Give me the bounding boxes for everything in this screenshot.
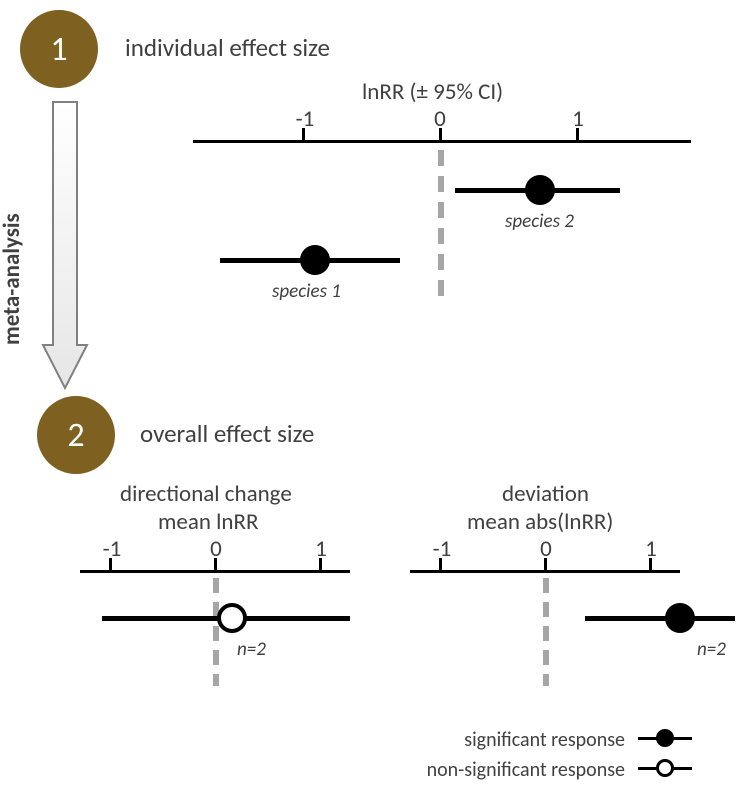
panel-directional-tick-label: 0 [206, 535, 226, 563]
legend-nonsig-label: non-significant response [427, 758, 625, 782]
step-1-number: 1 [50, 29, 67, 70]
step1-axis-title: lnRR (± 95% CI) [362, 78, 503, 106]
panel-deviation-n: n=2 [697, 638, 726, 661]
step1-zero-line [438, 150, 444, 300]
legend-sig-point [656, 729, 674, 747]
panel-deviation-ci [585, 616, 735, 621]
step1-tick-label: 1 [568, 105, 588, 133]
meta-analysis-label: meta-analysis [0, 135, 26, 345]
panel-deviation-axis [410, 570, 680, 573]
panel-deviation-tick-label: 1 [641, 535, 661, 563]
species2-point [525, 175, 555, 205]
legend-sig-label: significant response [464, 728, 625, 752]
species2-label: species 2 [505, 210, 574, 233]
panel-deviation-zero [543, 578, 549, 686]
step-1-title: individual effect size [125, 32, 330, 63]
step-1-badge: 1 [20, 10, 98, 88]
step-2-title: overall effect size [140, 418, 314, 449]
step-2-badge: 2 [37, 396, 115, 474]
panel-deviation-tick-label: 0 [536, 535, 556, 563]
panel-directional-zero [213, 578, 219, 686]
species1-label: species 1 [272, 280, 341, 303]
panel-deviation-line1: deviation [502, 480, 589, 508]
step1-tick-label: 0 [430, 105, 450, 133]
panel-deviation-tick-label: -1 [427, 535, 457, 563]
panel-deviation-point [665, 603, 695, 633]
panel-directional-tick-label: 1 [311, 535, 331, 563]
step1-tick-label: -1 [290, 105, 320, 133]
panel-directional-axis [80, 570, 350, 573]
panel-directional-n: n=2 [237, 638, 266, 661]
panel-directional-line1: directional change [120, 480, 292, 508]
panel-directional-tick-label: -1 [97, 535, 127, 563]
panel-directional-point [217, 603, 247, 633]
panel-directional-line2: mean lnRR [158, 508, 258, 536]
species1-point [300, 245, 330, 275]
meta-analysis-arrow [41, 100, 89, 390]
step-2-number: 2 [67, 415, 84, 456]
panel-deviation-line2: mean abs(lnRR) [467, 508, 613, 536]
step1-axis [193, 140, 691, 143]
legend-nonsig-point [656, 759, 674, 777]
